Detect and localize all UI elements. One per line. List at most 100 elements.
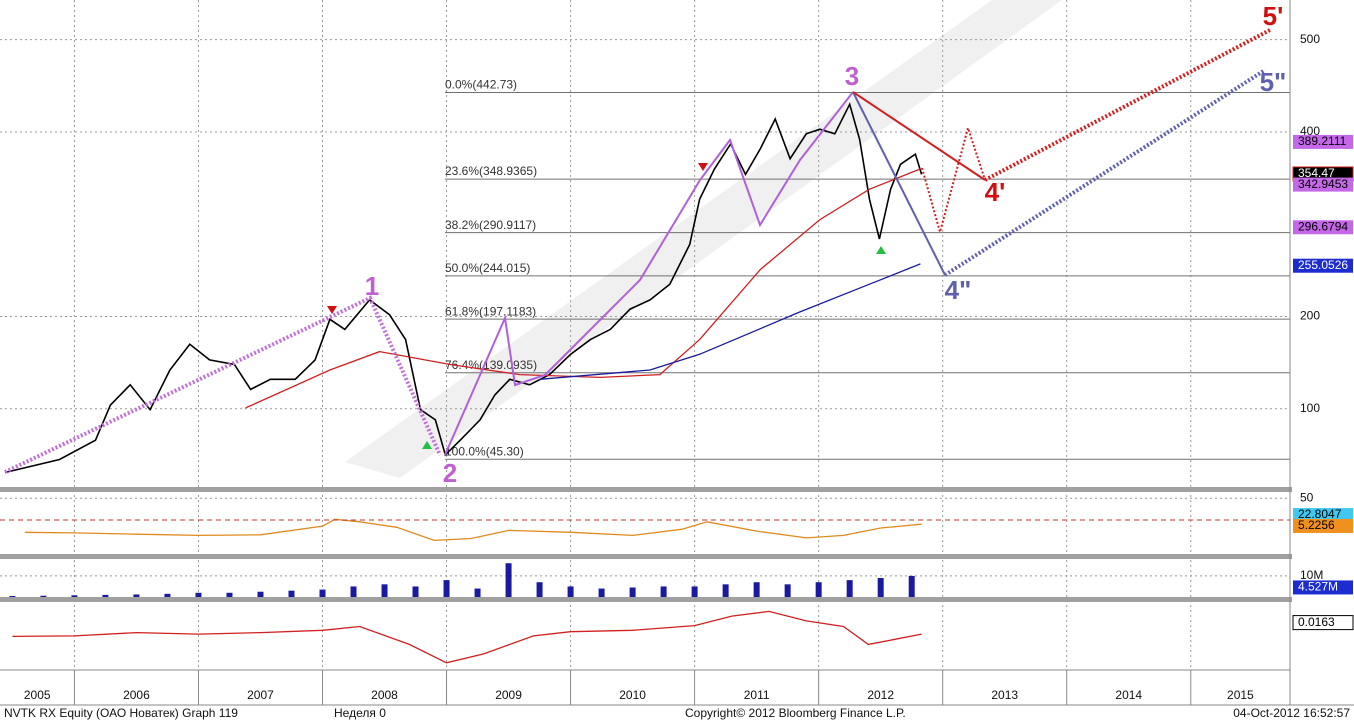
- separator: [0, 554, 1292, 559]
- wave-1-2: [4, 295, 442, 474]
- volume-bar: [226, 592, 233, 597]
- volume-bar: [784, 584, 791, 597]
- fib-label: 100.0%(45.30): [445, 444, 524, 458]
- fib-label: 50.0%(244.015): [445, 261, 530, 275]
- price-tag-label: 342.9453: [1298, 177, 1348, 191]
- price-tag-label: 255.0526: [1298, 258, 1348, 272]
- panel-separators: [0, 0, 1354, 706]
- series-line: [12, 610, 922, 664]
- wave-4a-5a: [984, 28, 1271, 182]
- wave-2-3: [444, 91, 854, 456]
- footer-security: NVTK RX Equity (ОАО Новатек) Graph 119: [4, 706, 238, 720]
- volume-bar: [660, 586, 667, 597]
- buy-marker: [876, 246, 886, 254]
- markers: [327, 163, 886, 449]
- x-tick-label: 2015: [1227, 688, 1254, 702]
- x-tick-label: 2012: [867, 688, 894, 702]
- x-tick-label: 2010: [619, 688, 646, 702]
- wave-label: 5": [1260, 67, 1287, 97]
- price-tag-label: 0.0163: [1298, 615, 1335, 629]
- footer-date: 04-Oct-2012 16:52:57: [1233, 706, 1350, 720]
- price-tag-label: 354.47: [1298, 166, 1335, 180]
- fib-label: 76.4%(139.0935): [445, 358, 537, 372]
- volume-bar: [195, 592, 202, 597]
- price-tag-label: 5.2256: [1298, 518, 1335, 532]
- price-tag: [1293, 177, 1353, 192]
- price-tag-label: 22.8047: [1298, 507, 1342, 521]
- y-tick-label: 10M: [1300, 568, 1323, 582]
- volume-bar: [164, 593, 171, 597]
- volume-bar: [288, 590, 295, 597]
- volume-bar: [567, 586, 574, 597]
- volume-bar: [815, 582, 822, 597]
- fib-label: 23.6%(348.9365): [445, 164, 537, 178]
- price-tag: [1293, 220, 1353, 235]
- volume-bar: [722, 584, 729, 597]
- footer: NVTK RX Equity (ОАО Новатек) Graph 119 Н…: [4, 706, 1350, 720]
- wave-3-4b: [852, 91, 946, 276]
- x-tick-label: 2013: [991, 688, 1018, 702]
- series-line: [245, 168, 921, 409]
- volume-bar: [257, 591, 264, 597]
- price-tag-label: 4.527M: [1298, 580, 1338, 594]
- price-tag-label: 296.6794: [1298, 219, 1348, 233]
- price-tag: [1293, 580, 1353, 595]
- wave-label: 3: [845, 61, 859, 91]
- x-tick-label: 2014: [1115, 688, 1142, 702]
- wave-label: 5': [1263, 1, 1284, 31]
- volume-bar: [908, 575, 915, 597]
- forecast-zigzag: [921, 124, 986, 236]
- volume-bar: [102, 594, 109, 597]
- y-tick-label: 500: [1300, 32, 1320, 46]
- series-line: [539, 263, 921, 380]
- sell-marker: [327, 306, 337, 314]
- price-tag: [1293, 258, 1353, 273]
- price-tag-label: 389.2111: [1298, 134, 1347, 148]
- series-line: [24, 518, 922, 542]
- volume-bar: [877, 578, 884, 597]
- channel: [345, 0, 1062, 478]
- wave-label: 1: [365, 271, 379, 301]
- volume-bar: [443, 580, 450, 597]
- wave-label: 4': [985, 177, 1006, 207]
- y-tick-label: 100: [1300, 401, 1320, 415]
- volume-bar: [381, 584, 388, 597]
- y-tick-label: 200: [1300, 309, 1320, 323]
- x-tick-label: 2008: [371, 688, 398, 702]
- sell-marker: [698, 163, 708, 171]
- footer-copyright: Copyright© 2012 Bloomberg Finance L.P.: [685, 706, 906, 720]
- volume-bar: [753, 582, 760, 597]
- buy-marker: [422, 441, 432, 449]
- volume-bar: [412, 586, 419, 597]
- x-tick-label: 2009: [495, 688, 522, 702]
- price-tag: [1293, 508, 1353, 523]
- volume-bar: [319, 589, 326, 597]
- volume-bar: [629, 587, 636, 597]
- x-tick-label: 2007: [247, 688, 274, 702]
- volume-bar: [350, 586, 357, 597]
- series-line: [4, 102, 923, 474]
- wave-4b-5b: [943, 68, 1267, 277]
- x-tick-label: 2005: [24, 688, 51, 702]
- volume-bar: [598, 588, 605, 597]
- volume-bar: [133, 594, 140, 597]
- separator: [0, 487, 1292, 492]
- wave-3-4a: [852, 91, 986, 181]
- price-tag: [1293, 134, 1353, 149]
- volume-bar: [691, 586, 698, 597]
- wave-labels: 1 2 3 4' 4" 5' 5": [365, 1, 1287, 488]
- fib-label: 0.0%(442.73): [445, 78, 517, 92]
- wave-label: 4": [945, 275, 972, 305]
- volume-bar: [9, 595, 16, 597]
- fib-label: 38.2%(290.9117): [445, 218, 536, 232]
- volume-bar: [505, 563, 512, 597]
- x-tick-label: 2006: [123, 688, 150, 702]
- volume-bar: [536, 582, 543, 597]
- volume-bar: [71, 595, 78, 597]
- wave-label: 2: [443, 458, 457, 488]
- separator: [0, 597, 1292, 602]
- price-tag: [1292, 615, 1354, 631]
- fib-label: 61.8%(197.1183): [445, 304, 536, 318]
